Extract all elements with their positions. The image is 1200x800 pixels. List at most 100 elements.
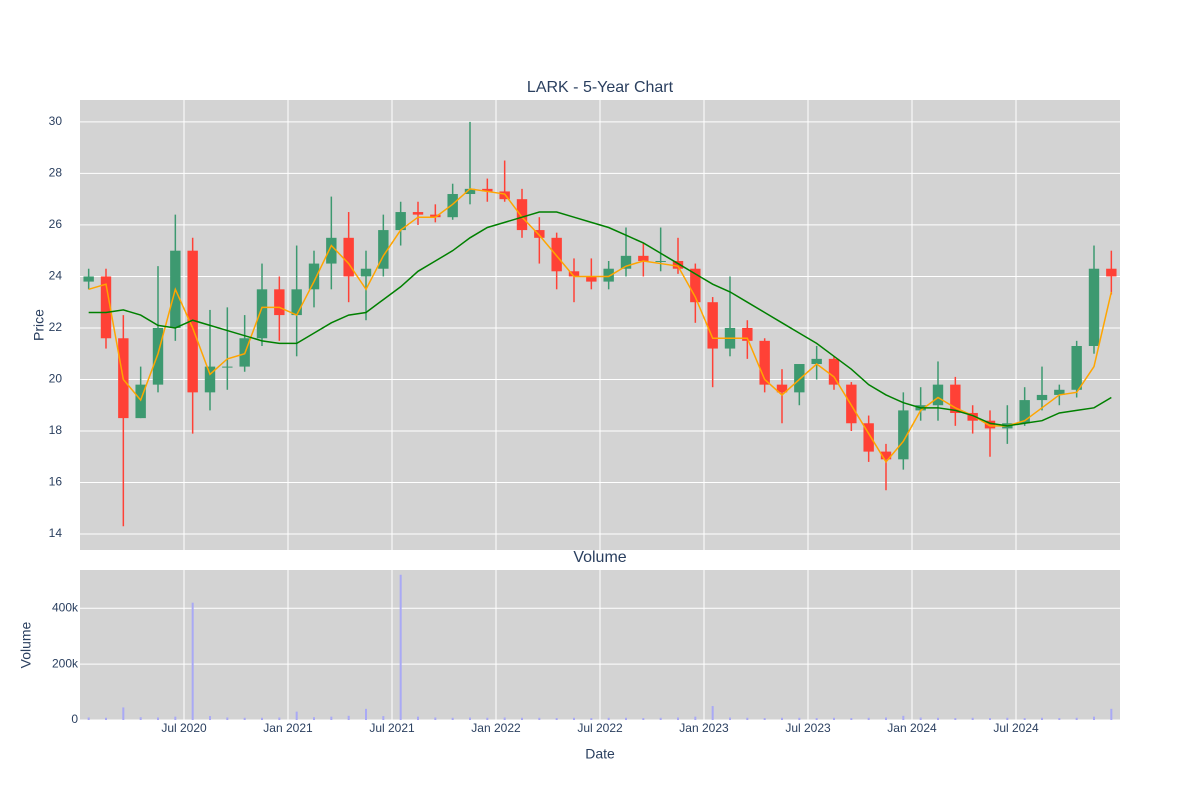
price-axis-label: Price — [31, 309, 47, 341]
volume-bar — [642, 718, 645, 720]
volume-bar — [885, 717, 887, 720]
volume-bar — [1023, 718, 1026, 720]
volume-bar — [1041, 717, 1043, 720]
candle-body — [499, 191, 510, 200]
volume-bar — [902, 715, 905, 720]
x-tick-label: Jan 2024 — [887, 721, 937, 735]
candle-body — [1106, 268, 1117, 277]
candle-body — [1019, 400, 1030, 424]
volume-bar — [87, 717, 90, 720]
volume-bar — [573, 717, 575, 720]
volume-bar — [122, 707, 125, 720]
volume-bar — [486, 717, 489, 720]
volume-bar — [538, 717, 541, 720]
volume-bar — [1006, 717, 1009, 720]
candle-body — [967, 412, 978, 421]
volume-bar — [1075, 717, 1078, 720]
volume-bar — [729, 717, 731, 720]
volume-bar — [867, 717, 870, 720]
moving-average-line — [88, 188, 1113, 464]
candle-body — [256, 289, 268, 339]
volume-bar — [295, 711, 298, 720]
candle-body — [620, 255, 632, 269]
volume-bar — [937, 717, 939, 720]
volume-bar — [1093, 716, 1095, 720]
candle-body — [932, 384, 944, 406]
candle-body — [880, 451, 892, 460]
candle-body — [898, 410, 909, 460]
volume-bar — [157, 717, 159, 720]
volume-bar — [399, 574, 402, 720]
volume-bar — [1110, 708, 1113, 720]
volume-bar — [954, 718, 957, 720]
volume-bar — [261, 717, 263, 720]
y-tick-label: 400k — [52, 600, 79, 614]
y-tick-label: 26 — [49, 217, 63, 231]
volume-bar — [711, 706, 714, 720]
volume-bar — [451, 717, 454, 720]
chart-title: LARK - 5-Year Chart — [527, 79, 674, 96]
candle-body — [412, 212, 424, 215]
candle-body — [950, 384, 961, 413]
candle-body — [1036, 394, 1048, 401]
candle-body — [204, 366, 216, 393]
volume-bar — [313, 717, 315, 720]
candle-body — [707, 302, 718, 349]
candle-body — [638, 255, 649, 261]
candle-body — [828, 358, 840, 385]
volume-axis-label: Volume — [18, 621, 34, 668]
volume-title: Volume — [573, 549, 626, 566]
candle-body — [378, 230, 389, 269]
candle-body — [83, 276, 94, 282]
candle-body — [291, 289, 302, 316]
x-tick-label: Jul 2022 — [577, 721, 623, 735]
candle-body — [464, 188, 476, 195]
candle-body — [534, 230, 545, 238]
volume-bar — [815, 718, 818, 720]
x-tick-label: Jul 2020 — [161, 721, 207, 735]
candle-body — [690, 268, 701, 303]
candle-body — [152, 327, 164, 385]
candle-body — [603, 268, 614, 282]
y-tick-label: 20 — [49, 372, 63, 386]
candle-body — [551, 237, 562, 272]
volume-bar — [243, 717, 246, 720]
y-tick-label: 30 — [49, 114, 63, 128]
volume-bar — [209, 716, 211, 720]
volume-bar — [833, 717, 835, 720]
volume-bar — [798, 717, 801, 720]
candle-body — [447, 194, 458, 218]
x-tick-label: Jul 2023 — [785, 721, 831, 735]
y-tick-label: 24 — [49, 269, 63, 283]
candle-body — [984, 420, 996, 429]
volume-bar — [677, 717, 679, 720]
candle-body — [343, 237, 354, 277]
candle-body — [742, 327, 753, 341]
volume-bar — [365, 708, 367, 720]
volume-bar — [625, 717, 627, 720]
y-tick-label: 22 — [49, 320, 63, 334]
candle-body — [100, 276, 112, 339]
candle-body — [516, 199, 528, 231]
x-tick-label: Jan 2023 — [679, 721, 729, 735]
x-tick-label: Jan 2022 — [471, 721, 521, 735]
x-tick-label: Jul 2024 — [993, 721, 1039, 735]
volume-bar — [434, 717, 437, 720]
volume-bar — [607, 717, 610, 720]
volume-bar — [417, 716, 419, 720]
candle-body — [776, 384, 788, 393]
x-tick-label: Jul 2021 — [369, 721, 415, 735]
volume-bar — [521, 717, 523, 720]
candle-body — [482, 188, 493, 192]
candle-body — [586, 276, 597, 282]
volume-bar — [971, 717, 974, 720]
candle-body — [568, 271, 580, 277]
candle-body — [794, 364, 805, 393]
volume-bar — [330, 716, 333, 720]
volume-bar — [191, 602, 194, 720]
volume-bar — [694, 716, 697, 720]
moving-average-line — [88, 211, 1112, 427]
candle-body — [863, 423, 874, 452]
candle-body — [135, 384, 146, 419]
volume-bar — [382, 716, 385, 720]
